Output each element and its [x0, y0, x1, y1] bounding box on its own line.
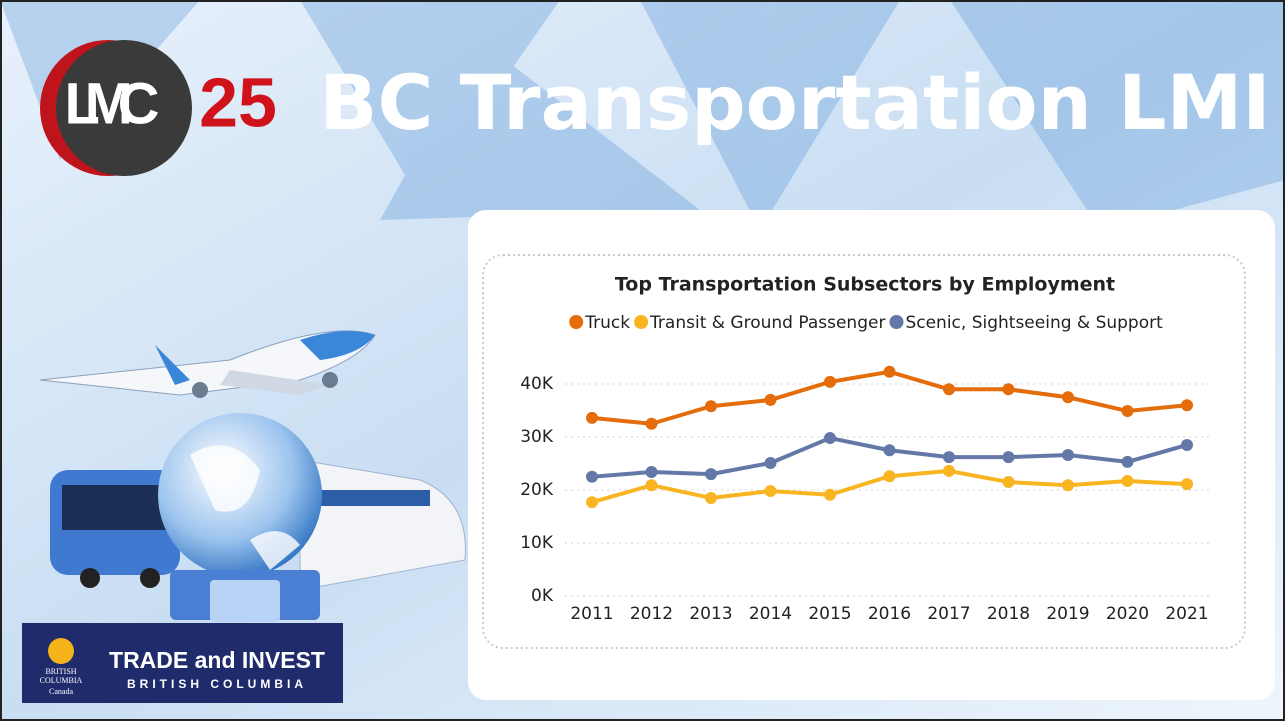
data-point: [1181, 478, 1193, 491]
data-point: [1181, 399, 1193, 412]
chart-card: [468, 210, 1275, 700]
x-tick-label: 2017: [927, 604, 970, 624]
data-point: [705, 468, 717, 481]
y-tick-label: 40K: [520, 374, 554, 394]
legend-label: Scenic, Sightseeing & Support: [905, 313, 1163, 333]
data-point: [824, 432, 836, 445]
sponsor-region: BRITISH COLUMBIA: [127, 677, 307, 691]
x-tick-label: 2015: [808, 604, 851, 624]
data-point: [883, 365, 896, 378]
data-point: [1121, 474, 1134, 487]
data-point: [645, 465, 658, 478]
background-shapes: [0, 0, 1285, 230]
x-tick-label: 2011: [570, 604, 613, 624]
data-point: [883, 444, 896, 457]
logo-letters: LMC: [65, 71, 160, 136]
data-point: [764, 393, 777, 406]
data-point: [764, 485, 777, 498]
x-tick-label: 2012: [630, 604, 673, 624]
data-point: [943, 451, 955, 464]
data-point: [586, 411, 598, 424]
data-point: [1062, 479, 1074, 492]
legend-label: Truck: [584, 313, 630, 333]
x-tick-label: 2021: [1165, 604, 1208, 624]
data-point: [824, 488, 836, 501]
data-point: [943, 464, 955, 477]
data-point: [645, 479, 658, 492]
legend-marker: [634, 315, 649, 329]
data-point: [824, 375, 836, 388]
chart-border: [482, 254, 1246, 649]
data-point: [1062, 449, 1074, 462]
data-point: [1062, 391, 1074, 404]
y-tick-label: 0K: [531, 586, 554, 606]
crest-text: COLUMBIA: [40, 676, 83, 685]
logo: LMC 25: [40, 40, 277, 176]
x-tick-label: 2014: [749, 604, 792, 624]
data-point: [1181, 438, 1193, 451]
crest-text: BRITISH: [45, 667, 76, 676]
x-tick-label: 2020: [1106, 604, 1149, 624]
data-point: [1002, 451, 1015, 464]
data-point: [586, 496, 598, 509]
data-point: [586, 470, 598, 483]
legend-label: Transit & Ground Passenger: [649, 313, 885, 333]
logo-number: 25: [199, 63, 277, 141]
crest-text: Canada: [49, 687, 73, 696]
data-point: [943, 383, 955, 396]
legend-marker: [889, 315, 904, 329]
x-tick-label: 2013: [689, 604, 732, 624]
data-point: [1121, 405, 1134, 418]
y-tick-label: 10K: [520, 533, 554, 553]
data-point: [705, 400, 717, 413]
sponsor-logo: BRITISH COLUMBIA Canada TRADE and INVEST…: [22, 623, 343, 703]
legend-marker: [569, 315, 584, 329]
data-point: [1121, 455, 1134, 468]
chart-title: Top Transportation Subsectors by Employm…: [615, 274, 1115, 296]
x-tick-label: 2018: [987, 604, 1030, 624]
data-point: [764, 456, 777, 469]
x-tick-label: 2016: [868, 604, 911, 624]
y-tick-label: 30K: [520, 427, 554, 447]
data-point: [705, 491, 717, 504]
chart: Top Transportation Subsectors by Employm…: [520, 274, 1210, 624]
transport-illustration: [39, 330, 466, 622]
y-tick-label: 20K: [520, 480, 554, 500]
x-tick-label: 2019: [1046, 604, 1089, 624]
sponsor-name: TRADE and INVEST: [109, 647, 325, 673]
data-point: [883, 470, 896, 483]
data-point: [1002, 476, 1015, 489]
data-point: [1002, 383, 1015, 396]
slide-title: BC Transportation LMI: [320, 58, 1271, 147]
data-point: [645, 417, 658, 430]
